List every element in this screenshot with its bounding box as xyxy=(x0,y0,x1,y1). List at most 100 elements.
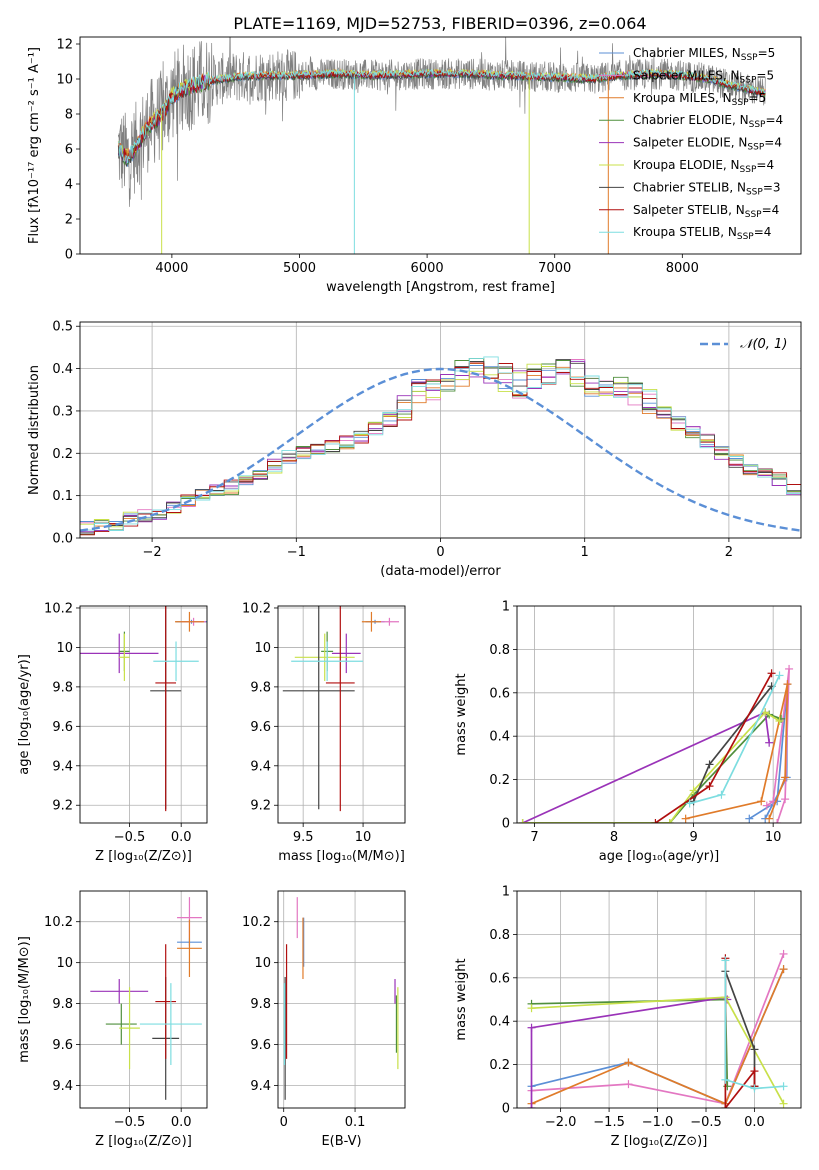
y-tick-label: 10.2 xyxy=(242,915,271,930)
axes-frame xyxy=(516,890,802,1109)
y-tick-label: 12 xyxy=(56,38,73,53)
errorbar-salpeter-stelib xyxy=(325,606,355,812)
series-line-salpeter-elodie xyxy=(522,711,771,823)
plot-area xyxy=(80,891,207,1108)
series-marker xyxy=(624,1058,633,1067)
y-tick-label: 0.4 xyxy=(52,362,73,377)
normal-curve xyxy=(80,367,801,532)
y-tick-label: 0.6 xyxy=(489,971,510,986)
errorbar-kroupa-miles xyxy=(361,611,382,632)
panel-mass-weight-vs-Z: −2.0 −1.5 −1.0 −0.5 0.0 0 0.2 0.4 0.6 0.8 1 Z [log₁… xyxy=(454,885,802,1149)
y-tick-label: 10.2 xyxy=(44,601,73,616)
legend-label-chabrier-stelib: Chabrier STELIB, NSSP=3 xyxy=(633,180,781,197)
x-axis-label: Z [log₁₀(Z/Z⊙)] xyxy=(95,1134,192,1149)
x-axis-label: mass [log₁₀(M/M⊙)] xyxy=(278,849,405,864)
y-tick-label: 9.4 xyxy=(52,1079,73,1094)
x-tick-label: 4000 xyxy=(155,261,188,276)
legend-label-chabrier-elodie: Chabrier ELODIE, NSSP=4 xyxy=(633,113,783,130)
legend-label-chabrier-miles: Chabrier MILES, NSSP=5 xyxy=(633,46,775,63)
errorbar-salpeter-elodie xyxy=(80,633,159,674)
y-tick-label: 0.4 xyxy=(489,1015,510,1030)
y-tick-label: 10 xyxy=(254,956,271,971)
plot-area xyxy=(80,322,801,538)
series-marker xyxy=(773,819,782,823)
series-marker xyxy=(685,799,694,808)
y-tick-label: 8 xyxy=(65,108,73,123)
spectrum-legend: Chabrier MILES, NSSP=5 Salpeter MILES, NS… xyxy=(599,46,783,242)
y-tick-label: 10.2 xyxy=(242,601,271,616)
series-line-chabrier-elodie xyxy=(522,713,782,823)
plot-area xyxy=(517,891,801,1108)
x-tick-label: 8 xyxy=(610,830,618,845)
y-tick-label: 10.2 xyxy=(44,915,73,930)
y-tick-label: 0 xyxy=(65,248,73,263)
series-marker xyxy=(750,1045,759,1054)
y-tick-label: 0.2 xyxy=(489,1058,510,1073)
y-tick-label: 9.8 xyxy=(250,997,271,1012)
y-tick-label: 9.6 xyxy=(250,720,271,735)
y-tick-label: 0.8 xyxy=(489,928,510,943)
x-axis-label: Z [log₁₀(Z/Z⊙)] xyxy=(95,849,192,864)
x-tick-label: 10 xyxy=(765,830,782,845)
y-tick-label: 1 xyxy=(502,885,510,900)
legend-label-kroupa-elodie: Kroupa ELODIE, NSSP=4 xyxy=(633,158,774,175)
plot-area xyxy=(278,606,405,823)
plot-area xyxy=(117,37,766,254)
y-tick-label: 4 xyxy=(65,178,73,193)
y-axis-label: Flux [fλ10⁻¹⁷ erg cm⁻² s⁻¹ A⁻¹] xyxy=(27,47,42,244)
legend-label-salpeter-stelib: Salpeter STELIB, NSSP=4 xyxy=(633,203,779,220)
y-tick-label: 0 xyxy=(502,1102,510,1117)
panel-age-vs-mass: 9.5 10 9.2 9.4 9.6 9.8 10 10.2 mass [log₁₀(M/M⊙)… xyxy=(242,601,406,864)
series-marker xyxy=(765,738,774,747)
series-marker xyxy=(705,782,714,791)
y-axis-label: mass [log₁₀(M/M⊙)] xyxy=(17,936,32,1063)
errorbar-salpeter-elodie xyxy=(331,633,361,674)
x-tick-label: 9.5 xyxy=(293,830,314,845)
series-marker xyxy=(527,1004,536,1013)
series-marker xyxy=(779,1082,788,1091)
y-tick-label: 1 xyxy=(502,600,510,615)
y-tick-label: 0.5 xyxy=(52,320,73,335)
series-line-kroupa-miles xyxy=(685,683,789,820)
legend-label-salpeter-elodie: Salpeter ELODIE, NSSP=4 xyxy=(633,136,782,153)
errorbar-kroupa-stelib xyxy=(291,641,364,681)
x-tick-label: −1.5 xyxy=(593,1115,625,1130)
x-tick-label: 8000 xyxy=(666,261,699,276)
series-marker xyxy=(783,680,792,689)
x-tick-label: 0 xyxy=(436,545,444,560)
y-tick-label: 0.1 xyxy=(52,489,73,504)
errorbar-salpeter-stelib xyxy=(155,944,177,1059)
series-marker xyxy=(762,801,771,810)
series-marker xyxy=(518,819,527,823)
y-tick-label: 0.6 xyxy=(489,686,510,701)
panel-spectrum: 4000 5000 6000 7000 8000 0 2 4 6 8 10 12 wavelength … xyxy=(27,36,802,295)
x-tick-label: −0.5 xyxy=(114,1115,146,1130)
series-marker xyxy=(721,1075,730,1084)
errorbar-salpeter-elodie xyxy=(90,979,149,1004)
series-marker xyxy=(717,790,726,799)
y-tick-label: 9.4 xyxy=(250,759,271,774)
axes-frame xyxy=(277,605,406,824)
legend-label-normal: 𝒩(0, 1) xyxy=(740,337,787,352)
x-tick-label: 10 xyxy=(355,830,372,845)
x-tick-label: 5000 xyxy=(283,261,316,276)
x-axis-label: (data-model)/error xyxy=(380,564,501,579)
x-tick-label: 0.1 xyxy=(345,1115,366,1130)
y-tick-label: 9.6 xyxy=(52,1038,73,1053)
series-marker xyxy=(761,708,770,717)
series-marker xyxy=(767,669,776,678)
y-tick-label: 9.6 xyxy=(52,720,73,735)
errorbar-kroupa-miles xyxy=(174,611,204,632)
series-marker xyxy=(779,1099,788,1108)
series-marker xyxy=(750,1084,759,1093)
y-tick-label: 6 xyxy=(65,143,73,158)
y-tick-label: 9.8 xyxy=(52,680,73,695)
errorbar-salpeter-stelib xyxy=(155,606,177,812)
series-marker xyxy=(781,773,790,782)
x-tick-label: −0.5 xyxy=(690,1115,722,1130)
series-marker xyxy=(750,1067,759,1076)
series-marker xyxy=(624,1080,633,1089)
series-marker xyxy=(681,814,690,823)
x-tick-label: 0.0 xyxy=(171,830,192,845)
series-marker xyxy=(781,795,790,804)
